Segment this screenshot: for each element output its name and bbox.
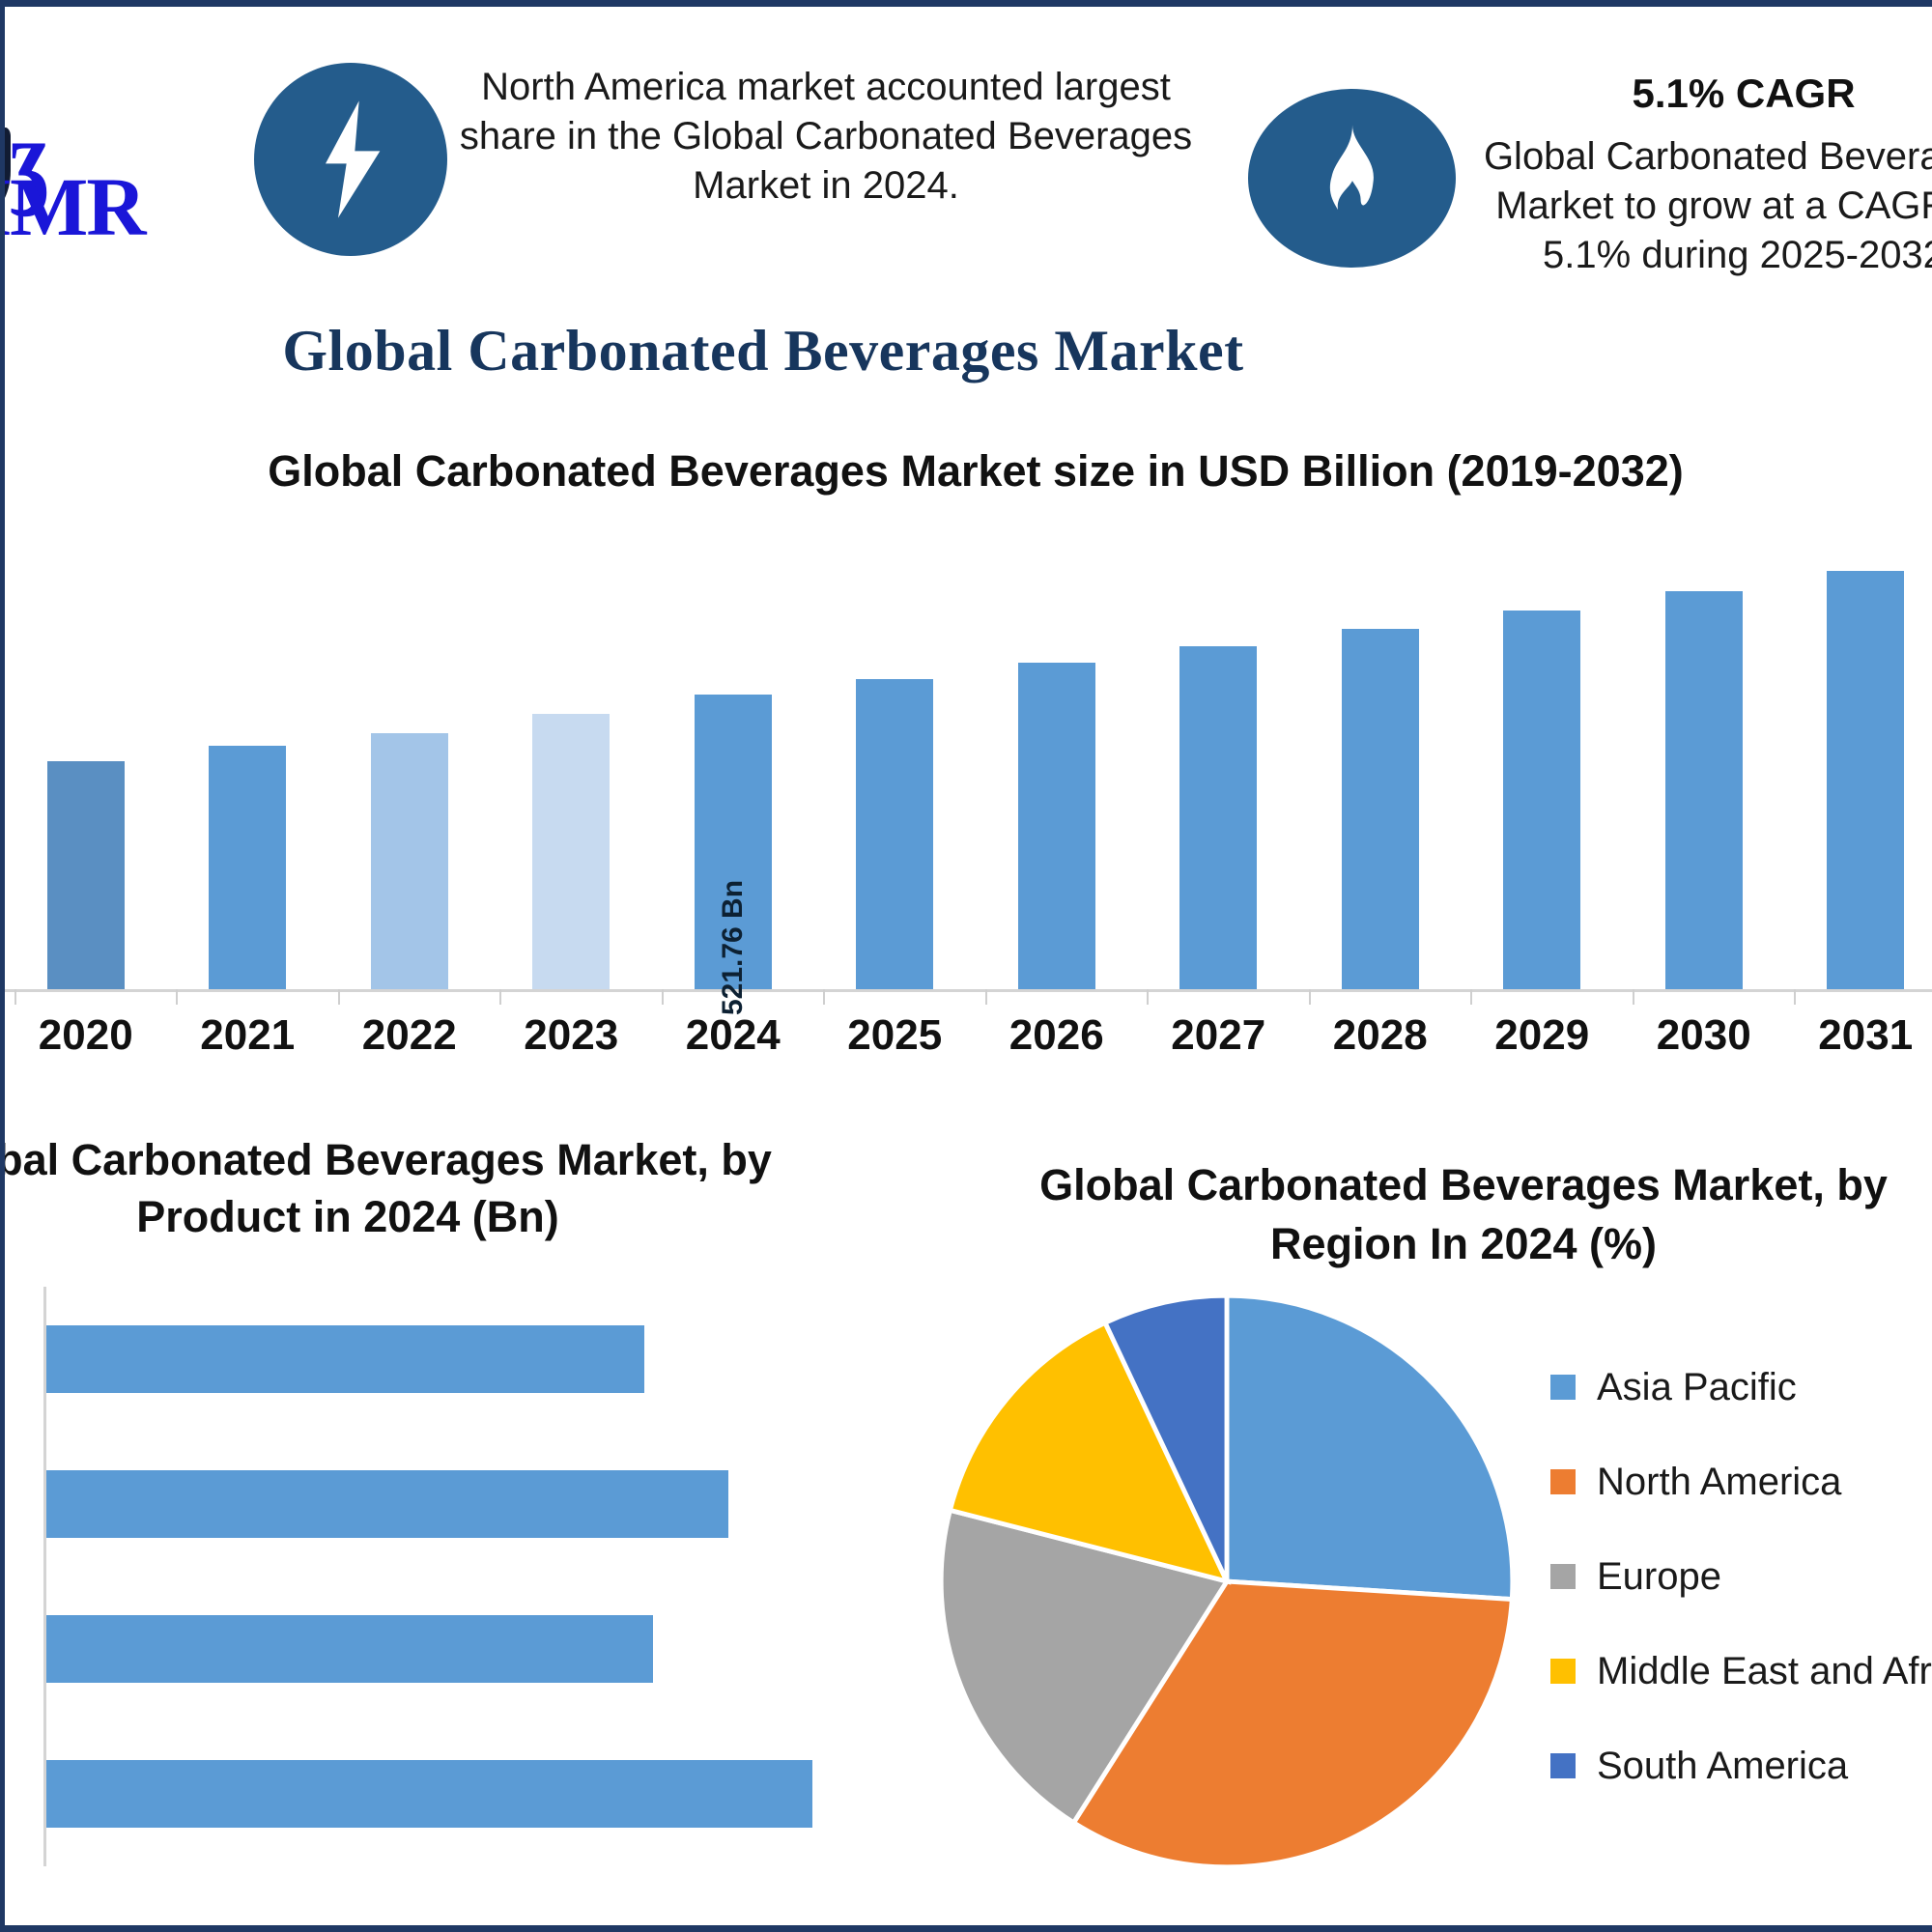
cagr-headline: 5.1% CAGR [1632, 71, 1856, 116]
legend-item: Asia Pacific [1550, 1340, 1932, 1435]
horizontal-bar [46, 1760, 812, 1828]
product-chart-title: Global Carbonated Beverages Market, by P… [0, 1135, 772, 1241]
bar [1341, 629, 1419, 989]
x-axis-label: 2021 [200, 1011, 296, 1059]
x-axis-tick [1794, 989, 1797, 1005]
x-axis-tick [661, 989, 664, 1005]
bar-chart-title: Global Carbonated Beverages Market size … [268, 446, 1684, 496]
right-callout-text: Global Carbonated Beverages Market to gr… [1483, 135, 1932, 277]
region-pie-chart [932, 1287, 1521, 1876]
x-axis-label: 2027 [1171, 1011, 1266, 1059]
x-axis-label: 2028 [1332, 1011, 1428, 1059]
legend-item: South America [1550, 1719, 1932, 1813]
x-axis-label: 2030 [1656, 1011, 1751, 1059]
flame-icon [1248, 89, 1456, 268]
pie-slice [938, 1507, 1231, 1827]
legend-swatch-icon [1550, 1375, 1576, 1400]
legend-swatch-icon [1550, 1659, 1576, 1684]
y-axis-line [43, 1287, 46, 1866]
legend-label: Middle East and Africa [1597, 1649, 1932, 1692]
bar [46, 760, 125, 989]
x-axis-tick [1147, 989, 1150, 1005]
bar [1503, 610, 1581, 989]
x-axis-label: 2025 [847, 1011, 943, 1059]
pie-slice [1101, 1293, 1230, 1583]
horizontal-bar [46, 1470, 728, 1538]
bar-chart: 521.76 Bn [5, 519, 1932, 1015]
bar-chart-plot-area: 521.76 Bn [5, 528, 1932, 1015]
x-axis-tick [1470, 989, 1473, 1005]
x-axis-label: 2023 [524, 1011, 619, 1059]
legend-swatch-icon [1550, 1753, 1576, 1778]
bar-value-label: 521.76 Bn [716, 879, 749, 1016]
legend-swatch-icon [1550, 1469, 1576, 1494]
x-axis-label: 2026 [1009, 1011, 1104, 1059]
x-axis-tick [176, 989, 179, 1005]
bar [1827, 570, 1905, 989]
x-axis-label: 2024 [685, 1011, 781, 1059]
bar [1179, 646, 1258, 989]
pie-legend: Asia Pacific North America Europe Middle Ea… [1550, 1340, 1932, 1813]
x-axis-tick [1632, 989, 1634, 1005]
bar [532, 713, 611, 989]
logo-text: MMR [5, 160, 146, 253]
x-axis-label: 2020 [38, 1011, 133, 1059]
product-bar-chart [43, 1287, 913, 1866]
left-callout-text: North America market accounted largest s… [459, 66, 1193, 208]
x-axis-label: 2029 [1494, 1011, 1590, 1059]
pie-slice [947, 1320, 1232, 1585]
region-chart-title: Global Carbonated Beverages Market, by R… [1039, 1160, 1888, 1268]
horizontal-bar [46, 1325, 644, 1393]
logo-mark-icon [5, 128, 11, 214]
bar [1017, 663, 1095, 989]
legend-label: South America [1597, 1744, 1849, 1787]
x-axis-label: 2022 [361, 1011, 457, 1059]
x-axis-line [5, 989, 1932, 992]
bar-chart-x-labels: 2020 2021 2022 2023 2024 2025 2026 2027 2028 2029… [5, 1011, 1932, 1069]
legend-label: North America [1597, 1460, 1842, 1503]
bar [856, 679, 934, 989]
x-axis-tick [984, 989, 987, 1005]
logo-swoosh-icon: ʒ [10, 98, 50, 217]
legend-item: North America [1550, 1435, 1932, 1529]
legend-item: Europe [1550, 1529, 1932, 1624]
legend-label: Asia Pacific [1597, 1365, 1797, 1408]
horizontal-bar [46, 1615, 654, 1683]
x-axis-tick [14, 989, 16, 1005]
lightning-bolt-icon [254, 63, 447, 256]
header: ʒ MMR North America market accounted lar… [5, 16, 1932, 316]
bar [694, 694, 772, 989]
mmr-logo: ʒ MMR [5, 98, 198, 253]
page-title: Global Carbonated Beverages Market [282, 319, 1244, 383]
legend-label: Europe [1597, 1554, 1721, 1598]
pie-slice [1224, 1293, 1516, 1603]
x-axis-tick [1308, 989, 1311, 1005]
legend-item: Middle East and Africa [1550, 1624, 1932, 1719]
x-axis-tick [337, 989, 340, 1005]
bar [1664, 590, 1743, 989]
legend-swatch-icon [1550, 1564, 1576, 1589]
x-axis-label: 2031 [1818, 1011, 1914, 1059]
x-axis-tick [499, 989, 502, 1005]
pie-svg [938, 1293, 1516, 1870]
bar [370, 732, 448, 989]
bar [209, 745, 287, 989]
x-axis-tick [823, 989, 826, 1005]
